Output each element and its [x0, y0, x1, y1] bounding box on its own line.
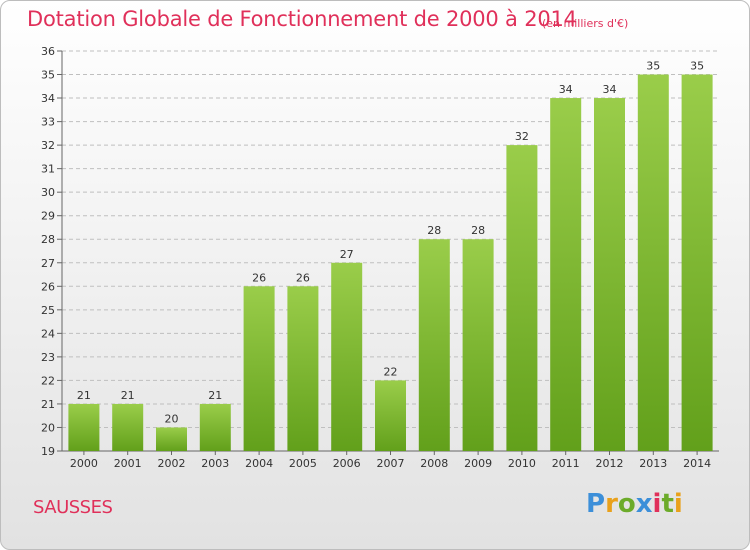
y-tick-label: 33 [41, 116, 55, 129]
x-tick-label: 2010 [508, 457, 536, 470]
chart-title: Dotation Globale de Fonctionnement de 20… [27, 7, 577, 31]
bar-value-label: 28 [471, 224, 485, 237]
bar-value-label: 21 [77, 389, 91, 402]
bar-value-label: 28 [427, 224, 441, 237]
y-tick-label: 20 [41, 421, 55, 434]
x-tick-label: 2012 [596, 457, 624, 470]
bar-value-label: 35 [646, 60, 660, 73]
y-tick-label: 22 [41, 374, 55, 387]
y-tick-label: 31 [41, 163, 55, 176]
bar [68, 403, 100, 451]
bar-value-label: 26 [296, 271, 310, 284]
x-tick-label: 2014 [683, 457, 711, 470]
bar [506, 145, 538, 451]
bar-value-label: 34 [603, 83, 617, 96]
chart-subtitle: (en milliers d'€) [542, 17, 629, 30]
x-tick-label: 2013 [639, 457, 667, 470]
bar [112, 403, 144, 451]
bar-value-label: 21 [121, 389, 135, 402]
y-tick-label: 35 [41, 69, 55, 82]
brand-letter-t: t [661, 489, 674, 519]
x-tick-label: 2004 [245, 457, 273, 470]
y-tick-label: 25 [41, 304, 55, 317]
x-tick-label: 2003 [201, 457, 229, 470]
bar [375, 380, 406, 451]
x-tick-label: 2008 [420, 457, 448, 470]
y-tick-label: 27 [41, 257, 55, 270]
x-tick-label: 2011 [552, 457, 580, 470]
bar-value-label: 26 [252, 271, 266, 284]
bar [287, 286, 319, 451]
y-tick-label: 30 [41, 186, 55, 199]
bar [637, 74, 669, 451]
x-tick-label: 2006 [333, 457, 361, 470]
y-tick-label: 28 [41, 233, 55, 246]
y-tick-label: 19 [41, 445, 55, 458]
bar-value-label: 20 [165, 412, 179, 425]
bar [550, 98, 582, 451]
y-tick-label: 34 [41, 92, 55, 105]
commune-name: SAUSSES [33, 497, 113, 518]
bar [156, 427, 187, 451]
x-tick-label: 2002 [158, 457, 186, 470]
bar [462, 239, 494, 451]
y-tick-label: 23 [41, 351, 55, 364]
bar [243, 286, 275, 451]
bar-value-label: 34 [559, 83, 573, 96]
y-tick-label: 36 [41, 45, 55, 58]
y-tick-label: 21 [41, 398, 55, 411]
x-tick-label: 2007 [377, 457, 405, 470]
brand-letter-i2: i [673, 489, 683, 519]
bar-value-label: 21 [208, 389, 222, 402]
y-tick-label: 24 [41, 327, 55, 340]
bar [199, 403, 231, 451]
x-tick-label: 2000 [70, 457, 98, 470]
brand-letter-i1: i [652, 489, 662, 519]
brand-letter-P: P [586, 489, 606, 519]
brand-logo: Proxiti [586, 489, 683, 519]
y-tick-label: 26 [41, 280, 55, 293]
bar-value-label: 35 [690, 60, 704, 73]
x-tick-label: 2001 [114, 457, 142, 470]
x-tick-label: 2005 [289, 457, 317, 470]
bar [331, 262, 363, 451]
bar [594, 98, 625, 451]
brand-letter-o: o [617, 489, 636, 519]
bar [418, 239, 450, 451]
bar-value-label: 27 [340, 248, 354, 261]
bar-value-label: 22 [384, 365, 398, 378]
bar-value-label: 32 [515, 130, 529, 143]
y-tick-label: 32 [41, 139, 55, 152]
brand-letter-r: r [605, 489, 618, 519]
y-tick-label: 29 [41, 210, 55, 223]
x-tick-label: 2009 [464, 457, 492, 470]
brand-letter-x: x [635, 489, 653, 519]
bar [681, 74, 713, 451]
